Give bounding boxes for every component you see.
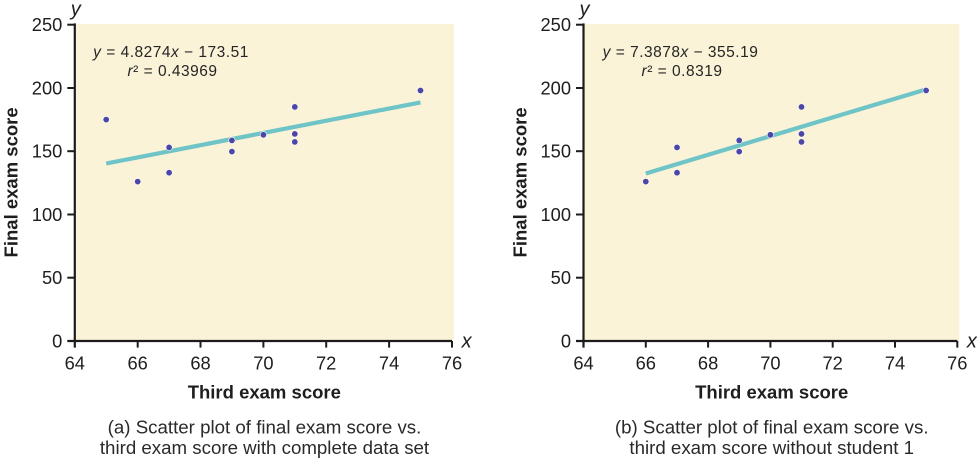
svg-text:66: 66 — [636, 353, 656, 374]
svg-text:Third exam score: Third exam score — [188, 381, 341, 402]
svg-text:0: 0 — [561, 330, 571, 351]
svg-text:150: 150 — [540, 141, 571, 162]
svg-text:64: 64 — [573, 353, 593, 374]
svg-text:76: 76 — [442, 353, 462, 374]
svg-text:100: 100 — [32, 204, 63, 225]
svg-text:64: 64 — [65, 353, 85, 374]
svg-text:y: y — [69, 0, 82, 21]
svg-text:r² = 0.43969: r² = 0.43969 — [127, 63, 217, 80]
svg-text:Final exam score: Final exam score — [0, 107, 21, 257]
svg-text:Final exam score: Final exam score — [509, 107, 530, 257]
svg-text:250: 250 — [540, 14, 571, 35]
svg-text:66: 66 — [128, 353, 148, 374]
svg-text:72: 72 — [316, 353, 336, 374]
svg-text:200: 200 — [32, 77, 63, 98]
svg-text:y = 7.3878x − 355.19: y = 7.3878x − 355.19 — [602, 44, 759, 61]
svg-text:50: 50 — [551, 267, 571, 288]
svg-text:r² = 0.8319: r² = 0.8319 — [642, 63, 723, 80]
svg-text:68: 68 — [698, 353, 718, 374]
svg-text:150: 150 — [32, 141, 63, 162]
svg-text:200: 200 — [540, 77, 571, 98]
svg-text:50: 50 — [42, 267, 62, 288]
svg-text:Third exam score: Third exam score — [695, 381, 848, 402]
svg-text:third exam score with complete: third exam score with complete data set — [100, 437, 430, 458]
svg-text:68: 68 — [190, 353, 210, 374]
svg-text:100: 100 — [540, 204, 571, 225]
svg-text:x: x — [966, 330, 977, 352]
svg-text:(b) Scatter plot of final exam: (b) Scatter plot of final exam score vs. — [615, 417, 929, 438]
svg-text:74: 74 — [379, 353, 399, 374]
svg-text:y = 4.8274x − 173.51: y = 4.8274x − 173.51 — [92, 44, 249, 61]
svg-text:250: 250 — [32, 14, 63, 35]
svg-text:y: y — [578, 0, 591, 21]
svg-text:76: 76 — [947, 353, 967, 374]
svg-text:72: 72 — [823, 353, 843, 374]
svg-text:74: 74 — [885, 353, 905, 374]
svg-text:70: 70 — [253, 353, 273, 374]
svg-text:0: 0 — [52, 330, 62, 351]
svg-text:(a) Scatter plot of final exam: (a) Scatter plot of final exam score vs. — [108, 417, 422, 438]
svg-text:x: x — [461, 330, 473, 352]
svg-text:third exam score without stude: third exam score without student 1 — [629, 437, 914, 458]
svg-text:70: 70 — [760, 353, 780, 374]
